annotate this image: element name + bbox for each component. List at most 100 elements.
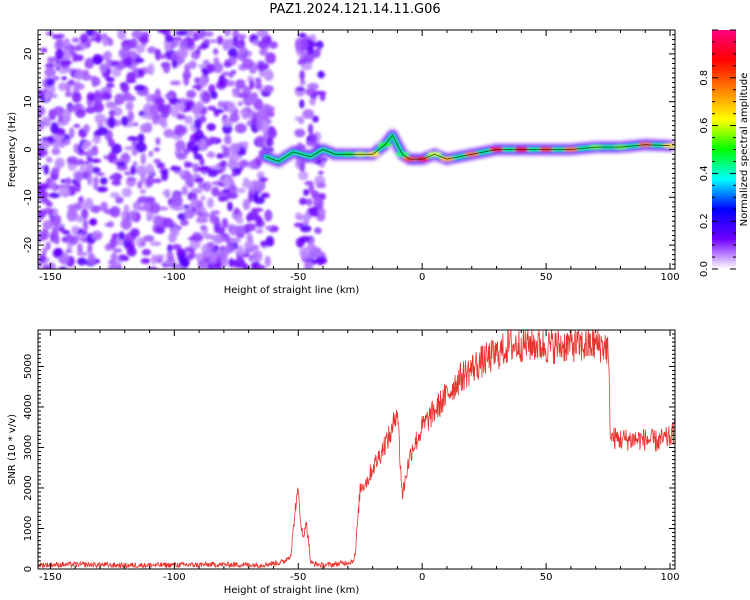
- noise-cell: [87, 253, 96, 265]
- noise-cell: [124, 95, 136, 101]
- noise-cell: [73, 81, 82, 91]
- noise-cell: [229, 143, 241, 154]
- noise-cell: [209, 39, 217, 44]
- noise-cell: [65, 233, 74, 243]
- noise-cell: [137, 180, 143, 189]
- noise-cell: [43, 164, 49, 175]
- noise-cell: [68, 127, 75, 139]
- noise-cell: [58, 266, 68, 269]
- noise-cell: [40, 228, 50, 241]
- noise-cell: [249, 79, 255, 90]
- noise-cell: [251, 207, 264, 213]
- noise-cell: [263, 69, 274, 81]
- noise-cell: [180, 219, 189, 227]
- noise-cell: [207, 168, 219, 178]
- noise-cell: [58, 114, 64, 123]
- snr-line: [38, 330, 675, 569]
- noise-cell: [111, 143, 122, 155]
- noise-cell: [49, 214, 62, 226]
- noise-cell: [85, 106, 96, 114]
- noise-cell: [133, 122, 139, 127]
- noise-cell: [117, 254, 128, 261]
- noise-cell: [263, 130, 269, 140]
- noise-cell: [139, 123, 150, 134]
- noise-cell: [237, 101, 244, 107]
- noise-cell: [259, 47, 268, 56]
- noise-cell: [181, 185, 188, 196]
- noise-cell: [42, 265, 51, 269]
- noise-cell: [256, 215, 263, 226]
- noise-cell: [258, 177, 269, 182]
- noise-cell: [77, 257, 87, 266]
- snr-y-tick-label: 2000: [23, 475, 34, 500]
- noise-cell: [90, 205, 101, 213]
- noise-cell: [255, 228, 264, 234]
- noise-cell: [299, 69, 305, 81]
- noise-cell: [107, 260, 117, 265]
- noise-cell: [99, 177, 108, 185]
- snr-y-tick-label: 4000: [23, 394, 34, 419]
- noise-cell: [58, 82, 67, 91]
- noise-cell: [87, 243, 93, 255]
- noise-cell: [58, 69, 67, 75]
- noise-cell: [101, 33, 108, 40]
- noise-cell: [303, 189, 310, 196]
- noise-cell: [109, 238, 117, 250]
- noise-cell: [137, 68, 145, 77]
- noise-cell: [118, 48, 129, 59]
- noise-cell: [192, 163, 200, 173]
- noise-cell: [75, 171, 83, 183]
- noise-cell: [256, 119, 263, 131]
- noise-cell: [200, 195, 206, 201]
- noise-cell: [196, 211, 203, 217]
- noise-cell: [226, 241, 235, 254]
- noise-cell: [264, 255, 271, 267]
- noise-cell: [145, 176, 155, 187]
- ridge-trace-line: [265, 134, 671, 162]
- noise-cell: [81, 74, 93, 81]
- noise-cell: [179, 257, 190, 268]
- noise-cell: [149, 241, 162, 247]
- noise-cell: [186, 89, 197, 99]
- noise-cell: [71, 37, 80, 43]
- noise-cell: [164, 44, 172, 52]
- noise-cell: [188, 60, 197, 70]
- noise-cell: [164, 93, 175, 99]
- noise-cell: [179, 170, 186, 177]
- noise-cell: [111, 179, 122, 186]
- noise-cell: [143, 235, 155, 242]
- noise-cell: [155, 226, 163, 234]
- noise-cell: [257, 135, 263, 148]
- noise-cell: [212, 234, 224, 244]
- noise-cell: [265, 225, 273, 231]
- noise-cell: [135, 43, 145, 54]
- noise-cell: [95, 172, 105, 177]
- noise-cell: [111, 263, 122, 269]
- noise-cell: [167, 243, 173, 254]
- noise-cell: [79, 164, 88, 173]
- noise-cell: [62, 109, 72, 120]
- spectrogram-x-tick-label: 50: [540, 272, 553, 283]
- noise-cell: [46, 201, 53, 207]
- noise-cell: [75, 108, 86, 118]
- snr-y-tick-label: 5000: [23, 354, 34, 379]
- noise-cell: [224, 134, 232, 145]
- noise-cell: [171, 195, 183, 206]
- noise-cell: [199, 225, 208, 230]
- noise-cell: [123, 204, 130, 212]
- noise-cell: [191, 187, 203, 194]
- noise-cell: [199, 157, 205, 166]
- noise-cell: [230, 237, 242, 244]
- noise-cell: [233, 207, 240, 215]
- noise-cell: [214, 226, 226, 234]
- noise-cell: [45, 62, 55, 69]
- noise-cell: [96, 186, 109, 193]
- noise-cell: [45, 78, 56, 87]
- noise-cell: [265, 235, 275, 247]
- noise-cell: [90, 36, 97, 42]
- noise-cell: [120, 83, 130, 94]
- noise-cell: [169, 80, 182, 86]
- noise-cell: [129, 38, 138, 49]
- noise-cell: [237, 92, 249, 99]
